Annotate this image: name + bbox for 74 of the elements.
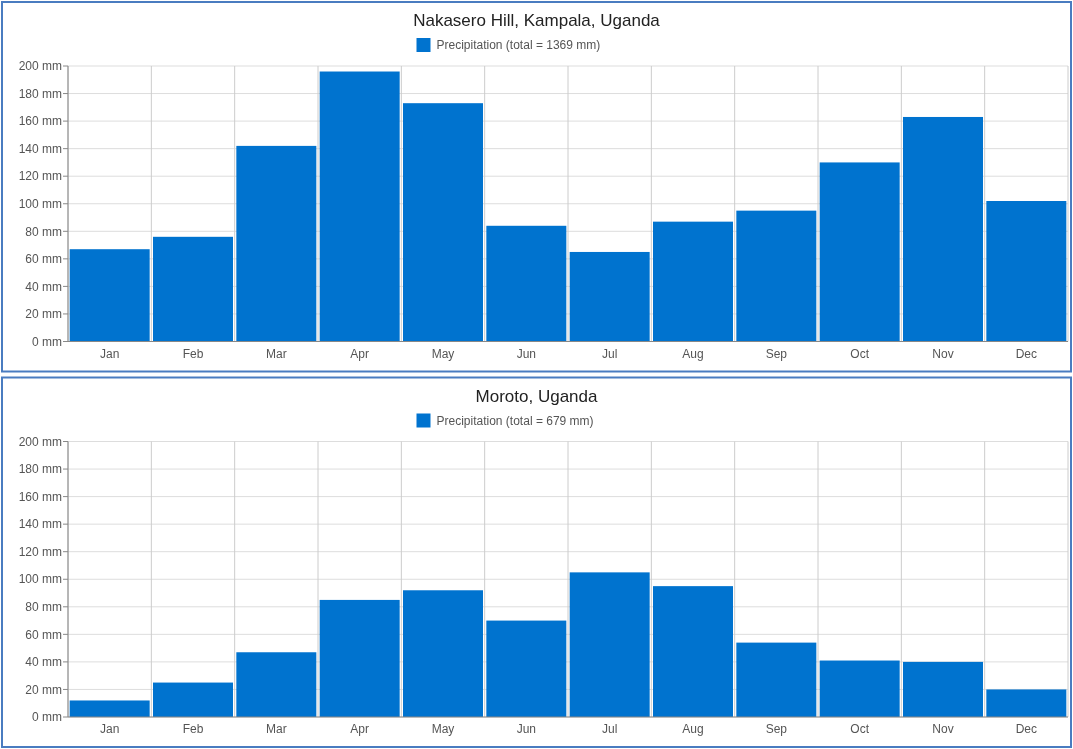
- bar: [653, 586, 733, 717]
- bar: [736, 642, 817, 717]
- x-tick-label: Nov: [932, 722, 954, 736]
- x-tick-label: Sep: [765, 346, 788, 361]
- bar: [736, 210, 817, 342]
- y-tick-label: 180 mm: [18, 462, 62, 477]
- y-tick-label: 0 mm: [32, 710, 62, 725]
- y-tick-label: 40 mm: [25, 279, 62, 294]
- bar: [486, 620, 567, 717]
- y-tick-label: 200 mm: [18, 59, 62, 74]
- bar: [569, 572, 650, 717]
- x-tick-label: Jun: [516, 722, 537, 736]
- y-tick-label: 20 mm: [25, 682, 62, 697]
- x-tick-label: Jul: [601, 346, 618, 361]
- bar: [319, 71, 400, 342]
- x-tick-label: Jan: [99, 722, 120, 736]
- x-tick-label: Feb: [182, 346, 204, 361]
- y-tick-label: 20 mm: [25, 307, 62, 322]
- y-tick-label: 0 mm: [32, 334, 62, 349]
- y-tick-label: 200 mm: [18, 434, 62, 449]
- bar: [153, 682, 233, 717]
- x-tick-label: Sep: [765, 722, 788, 736]
- x-tick-label: Jan: [99, 346, 120, 361]
- bar: [236, 145, 317, 342]
- bar: [403, 590, 483, 717]
- bar: [903, 661, 983, 717]
- x-tick-label: Apr: [350, 722, 370, 736]
- y-tick-label: 40 mm: [25, 655, 62, 670]
- bar: [903, 116, 983, 342]
- bar: [986, 689, 1067, 717]
- y-tick-label: 80 mm: [25, 600, 62, 614]
- y-tick-label: 140 mm: [18, 517, 62, 532]
- y-tick-label: 160 mm: [18, 114, 62, 129]
- x-tick-label: May: [431, 722, 455, 736]
- bar: [403, 103, 483, 342]
- x-tick-label: Mar: [266, 346, 287, 361]
- bar: [819, 660, 900, 717]
- y-tick-label: 180 mm: [18, 86, 62, 101]
- y-tick-label: 120 mm: [18, 544, 62, 559]
- x-tick-label: Mar: [266, 722, 287, 736]
- bar: [819, 162, 900, 342]
- bar: [153, 236, 233, 342]
- y-tick-label: 120 mm: [18, 169, 62, 184]
- y-tick-label: 160 mm: [18, 489, 62, 504]
- bar: [69, 700, 150, 717]
- x-tick-label: Jul: [601, 722, 618, 736]
- x-tick-label: Nov: [932, 346, 954, 361]
- x-tick-label: Jun: [516, 346, 537, 361]
- x-tick-label: Dec: [1015, 722, 1038, 736]
- x-tick-label: Feb: [182, 722, 204, 736]
- y-tick-label: 100 mm: [18, 572, 62, 587]
- bar: [319, 599, 400, 717]
- legend-label: Precipitation (total = 1369 mm): [436, 38, 601, 52]
- x-tick-label: Dec: [1015, 346, 1038, 361]
- y-tick-label: 60 mm: [25, 252, 62, 267]
- y-tick-label: 100 mm: [18, 196, 62, 211]
- bar: [236, 652, 317, 717]
- bar: [486, 225, 567, 342]
- x-tick-label: Oct: [850, 722, 870, 736]
- legend-label: Precipitation (total = 679 mm): [436, 413, 594, 428]
- bar: [569, 251, 650, 342]
- chart-title: Nakasero Hill, Kampala, Uganda: [413, 11, 661, 30]
- bar: [653, 221, 733, 342]
- x-tick-label: Aug: [682, 346, 704, 361]
- chart-title: Moroto, Uganda: [475, 386, 598, 406]
- bar: [986, 201, 1067, 342]
- y-tick-label: 80 mm: [25, 224, 62, 239]
- x-tick-label: Aug: [682, 722, 704, 736]
- y-tick-label: 60 mm: [25, 627, 62, 642]
- x-tick-label: May: [431, 346, 455, 361]
- x-tick-label: Oct: [850, 346, 870, 361]
- bar: [69, 249, 150, 342]
- y-tick-label: 140 mm: [18, 141, 62, 156]
- x-tick-label: Apr: [350, 346, 370, 361]
